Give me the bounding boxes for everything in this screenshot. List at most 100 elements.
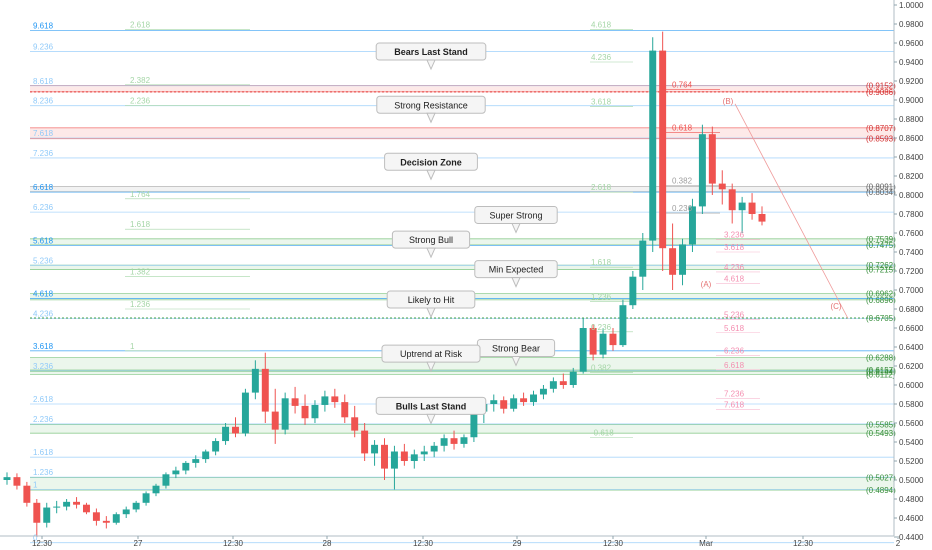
candle-body[interactable] xyxy=(450,438,458,444)
candle-body[interactable] xyxy=(381,444,388,469)
candle-body[interactable] xyxy=(390,451,398,469)
candle-body[interactable] xyxy=(92,512,100,521)
candle-body[interactable] xyxy=(202,451,210,460)
candle-body[interactable] xyxy=(63,501,71,507)
candle-body[interactable] xyxy=(341,402,349,418)
candle-body[interactable] xyxy=(410,454,418,461)
candle-body[interactable] xyxy=(361,430,369,454)
candle-body[interactable] xyxy=(659,50,667,249)
candle-body[interactable] xyxy=(212,441,220,452)
candle-body[interactable] xyxy=(688,206,696,245)
candle-body[interactable] xyxy=(748,202,756,214)
candle-body[interactable] xyxy=(371,444,379,454)
callouts-layer[interactable]: Bears Last Stand Strong Resistance Decisio… xyxy=(375,42,558,425)
candle-body[interactable] xyxy=(232,426,239,434)
right-fib-label: 4.236 xyxy=(591,53,612,62)
candle-body[interactable] xyxy=(579,328,587,372)
candle-body[interactable] xyxy=(142,493,150,503)
callout[interactable]: Uptrend at Risk xyxy=(381,344,481,373)
candle-body[interactable] xyxy=(549,381,557,389)
candle-body[interactable] xyxy=(271,411,279,430)
candle-body[interactable] xyxy=(569,371,577,385)
candle-body[interactable] xyxy=(559,381,567,385)
candle-body[interactable] xyxy=(152,485,160,494)
callout[interactable]: Likely to Hit xyxy=(386,290,476,319)
candle-body[interactable] xyxy=(192,459,200,463)
time-tick-label: 12:30 xyxy=(793,539,814,548)
candle-body[interactable] xyxy=(351,417,359,431)
candle-body[interactable] xyxy=(112,514,120,523)
zone-value-label: (0.9152) xyxy=(866,82,896,91)
candle-body[interactable] xyxy=(629,276,637,306)
callout[interactable]: Min Expected xyxy=(474,260,558,288)
candle-body[interactable] xyxy=(639,240,647,277)
candle-body[interactable] xyxy=(43,507,51,523)
candle-body[interactable] xyxy=(321,396,329,405)
callout[interactable]: Bears Last Stand xyxy=(375,42,487,71)
candle-body[interactable] xyxy=(251,368,259,393)
candle-body[interactable] xyxy=(182,462,190,471)
candle-body[interactable] xyxy=(13,477,21,486)
candle-body[interactable] xyxy=(490,400,498,404)
candle-body[interactable] xyxy=(222,426,230,442)
candle-body[interactable] xyxy=(758,214,766,222)
candle-body[interactable] xyxy=(599,333,607,355)
candle-body[interactable] xyxy=(460,437,468,444)
candle-body[interactable] xyxy=(718,183,726,190)
candle-body[interactable] xyxy=(728,189,736,211)
callout[interactable]: Strong Resistance xyxy=(376,95,486,124)
candle-body[interactable] xyxy=(241,392,249,434)
candle-body[interactable] xyxy=(122,509,130,515)
candle-body[interactable] xyxy=(589,328,597,355)
candle-body[interactable] xyxy=(23,485,31,503)
mid-fib-label: 1.236 xyxy=(130,300,151,309)
candle-body[interactable] xyxy=(33,502,41,523)
candle-body[interactable] xyxy=(530,394,537,403)
candle-body[interactable] xyxy=(420,451,428,455)
callout[interactable]: Bulls Last Stand xyxy=(375,396,487,425)
candle-body[interactable] xyxy=(162,474,170,486)
fib-level-label: 2.618 xyxy=(33,395,54,404)
candle-body[interactable] xyxy=(609,333,617,346)
candle-body[interactable] xyxy=(738,202,746,211)
candle-body[interactable] xyxy=(619,305,627,346)
candle-body[interactable] xyxy=(430,445,438,452)
candle-body[interactable] xyxy=(53,506,61,508)
candle-body[interactable] xyxy=(331,396,339,403)
extension-label: 6.618 xyxy=(724,361,745,370)
candle-body[interactable] xyxy=(102,520,110,523)
price-tick-label: 0.9800 xyxy=(899,20,924,29)
zone-value-label: (0.7539) xyxy=(866,235,896,244)
candle-body[interactable] xyxy=(649,50,657,241)
candle-body[interactable] xyxy=(3,477,11,480)
candle-body[interactable] xyxy=(172,470,180,475)
candle-body[interactable] xyxy=(132,502,140,510)
candles-layer[interactable] xyxy=(3,31,766,537)
callout-text: Bears Last Stand xyxy=(394,47,468,57)
callout[interactable]: Strong Bull xyxy=(391,230,471,259)
candle-body[interactable] xyxy=(281,398,289,430)
candle-body[interactable] xyxy=(520,398,528,403)
candle-body[interactable] xyxy=(291,398,299,406)
candle-body[interactable] xyxy=(669,248,677,275)
candle-body[interactable] xyxy=(470,411,478,438)
candle-body[interactable] xyxy=(698,134,706,207)
callout[interactable]: Decision Zone xyxy=(384,152,478,181)
zone-value-label: (0.6896) xyxy=(866,296,896,305)
candle-body[interactable] xyxy=(708,134,716,184)
candle-body[interactable] xyxy=(301,405,309,419)
callout[interactable]: Super Strong xyxy=(474,205,558,234)
candle-body[interactable] xyxy=(510,398,518,409)
candle-body[interactable] xyxy=(539,388,547,395)
callout-pointer xyxy=(426,59,436,71)
candle-body[interactable] xyxy=(400,451,408,462)
candle-body[interactable] xyxy=(73,501,81,505)
candle-body[interactable] xyxy=(261,368,269,412)
candle-body[interactable] xyxy=(440,438,448,446)
candle-body[interactable] xyxy=(679,244,687,275)
candle-body[interactable] xyxy=(82,504,90,513)
time-tick-label: 2 xyxy=(896,539,901,548)
candle-body[interactable] xyxy=(500,400,508,409)
candle-body[interactable] xyxy=(311,404,319,419)
